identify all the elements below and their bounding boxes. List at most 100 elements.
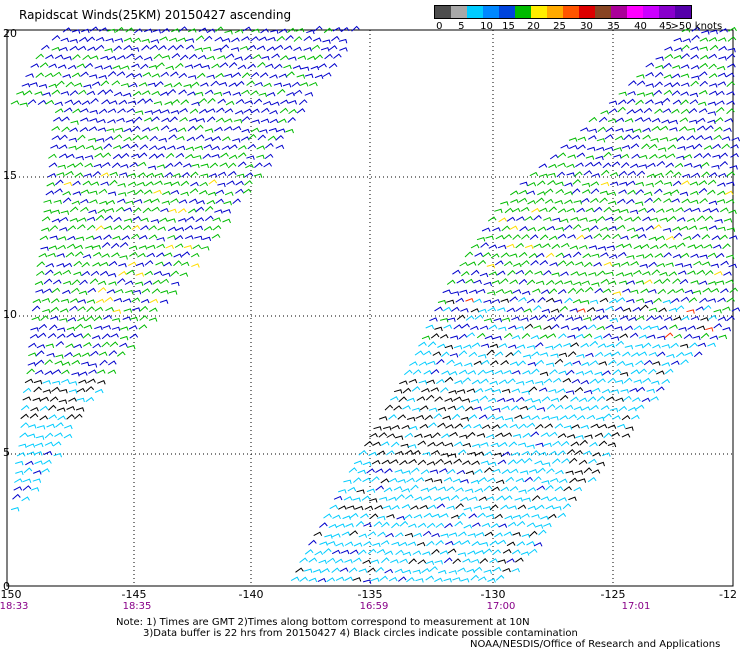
wind-barb (266, 92, 276, 97)
wind-barb (14, 478, 23, 483)
wind-barb (290, 576, 300, 582)
wind-barb (130, 233, 140, 239)
wind-barb (89, 74, 98, 79)
wind-barb (34, 460, 43, 465)
wind-barb (243, 108, 253, 114)
wind-barb (503, 369, 512, 375)
wind-barb (523, 457, 533, 464)
wind-barb (635, 315, 645, 321)
wind-barb (436, 441, 445, 447)
wind-barb (94, 325, 103, 331)
wind-barb (168, 134, 177, 140)
wind-barb (673, 316, 682, 321)
wind-barb (506, 307, 516, 313)
wind-barb (85, 396, 95, 403)
x-tick-labels: -150 -145 -140 -135 -130 -125 -12 (0, 588, 737, 601)
wind-barb (378, 416, 388, 421)
wind-barb (388, 496, 397, 502)
wind-barb (74, 251, 84, 257)
wind-barb (436, 358, 445, 365)
wind-barb (544, 423, 554, 429)
wind-barb (575, 371, 585, 376)
legend-swatch (675, 6, 691, 18)
wind-barb (73, 82, 83, 88)
wind-barb (65, 343, 75, 348)
wind-barb (246, 155, 255, 160)
wind-barb (663, 62, 672, 69)
wind-barb (125, 72, 135, 78)
wind-barb (625, 426, 634, 431)
wind-barb (572, 251, 582, 258)
wind-barb (88, 369, 97, 374)
wind-barb (312, 568, 322, 574)
wind-barb (597, 378, 606, 384)
wind-barb (600, 278, 610, 284)
legend-swatch (531, 6, 547, 18)
wind-barb (577, 308, 586, 313)
wind-barb (458, 350, 468, 356)
wind-barb (455, 297, 465, 303)
wind-barb (603, 333, 612, 339)
wind-barb (676, 155, 685, 161)
wind-barb (584, 370, 594, 375)
wind-barb (439, 317, 449, 323)
wind-barb (615, 127, 624, 133)
wind-barb (515, 306, 525, 312)
wind-barb (692, 290, 702, 295)
wind-barb (580, 197, 590, 203)
wind-barb (486, 349, 495, 356)
wind-barb (630, 234, 640, 239)
wind-barb (657, 288, 667, 295)
wind-barb (94, 152, 104, 158)
wind-barb (72, 352, 82, 358)
wind-barb (690, 80, 699, 87)
wind-barb (231, 37, 240, 43)
legend-swatch (643, 6, 659, 18)
wind-barb (268, 127, 278, 133)
wind-barb (269, 110, 278, 115)
wind-barb (710, 208, 719, 213)
wind-barb (648, 307, 658, 312)
wind-barb (715, 252, 725, 259)
wind-barb (527, 182, 537, 187)
wind-barb (322, 39, 331, 44)
wind-barb (632, 216, 642, 222)
wind-barb (43, 459, 52, 465)
wind-barb (444, 522, 453, 529)
wind-barb (108, 350, 118, 356)
wind-barb (627, 189, 636, 195)
wind-barb (389, 459, 399, 464)
wind-barb (92, 251, 102, 257)
wind-barb (463, 524, 473, 529)
wind-barb (630, 289, 639, 295)
wind-barb (189, 188, 199, 194)
wind-barb (516, 380, 525, 386)
wind-barb (107, 119, 116, 124)
wind-barb (75, 236, 85, 241)
wind-barb (12, 493, 21, 500)
wind-barb (545, 345, 554, 351)
wind-barb (583, 467, 593, 474)
wind-barb (621, 433, 631, 438)
wind-barb (585, 352, 594, 358)
wind-barb (86, 306, 95, 313)
wind-barb (663, 82, 673, 87)
wind-barb (313, 531, 323, 537)
wind-barb (244, 180, 253, 186)
wind-barb (631, 134, 641, 140)
wind-barb (498, 326, 507, 332)
wind-barb (620, 388, 629, 394)
wind-barb (671, 90, 681, 96)
wind-barb (580, 424, 590, 430)
wind-barb (693, 351, 703, 358)
wind-barb (473, 406, 483, 411)
wind-barb (588, 128, 598, 134)
wind-barb (600, 110, 610, 115)
wind-barb (501, 469, 511, 475)
wind-barb (614, 326, 623, 331)
wind-barb (241, 116, 251, 122)
wind-barb (74, 162, 84, 168)
wind-barb (497, 307, 506, 312)
wind-barb (48, 83, 58, 89)
wind-barb (726, 100, 735, 105)
